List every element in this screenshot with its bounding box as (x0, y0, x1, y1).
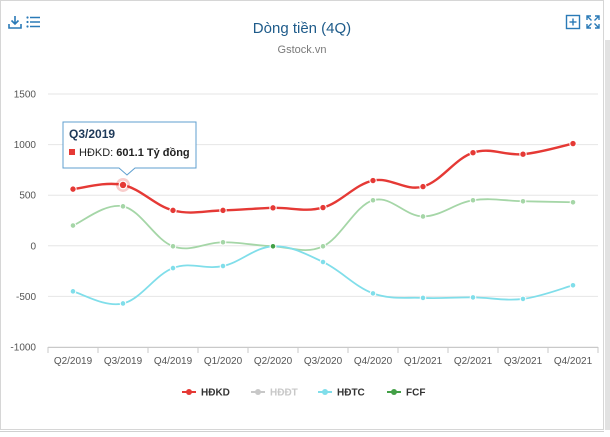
data-point-HĐĐT (369, 196, 377, 204)
legend-item-HĐĐT[interactable]: HĐĐT (270, 388, 298, 399)
y-tick-label: 1500 (14, 90, 37, 101)
expand-icon[interactable] (585, 14, 601, 32)
chart-subtitle: Gstock.vn (277, 44, 327, 56)
x-tick-label: Q1/2021 (404, 356, 443, 367)
tooltip-title: Q3/2019 (69, 127, 115, 141)
data-point-HĐTC (369, 290, 377, 297)
data-point-HĐĐT (469, 196, 477, 204)
data-point-HĐĐT (219, 238, 227, 246)
data-point-HĐKD (369, 176, 377, 185)
download-icon[interactable] (7, 14, 23, 32)
legend-marker-HĐTC[interactable] (322, 389, 328, 395)
data-point-HĐTC (219, 262, 227, 270)
data-point-HĐĐT (169, 243, 177, 250)
data-point-HĐTC (169, 264, 177, 272)
data-point-HĐKD (69, 185, 77, 193)
chart-panel (0, 0, 604, 430)
hover-point (118, 180, 128, 190)
data-point-HĐKD (269, 204, 277, 212)
data-point-HĐĐT (569, 198, 577, 206)
legend-marker-HĐĐT[interactable] (255, 389, 261, 395)
data-point-HĐĐT (119, 203, 127, 210)
data-point-FCF (269, 243, 277, 250)
list-menu-icon[interactable] (25, 14, 41, 32)
x-tick-label: Q4/2019 (154, 356, 193, 367)
data-point-HĐĐT (319, 243, 327, 250)
x-tick-label: Q3/2021 (504, 356, 543, 367)
data-point-HĐTC (69, 288, 77, 295)
data-point-HĐTC (319, 258, 327, 266)
tooltip-value: 601.1 Tỷ đồng (116, 147, 189, 159)
data-point-HĐKD (319, 203, 327, 212)
x-tick-label: Q3/2020 (304, 356, 343, 367)
x-tick-label: Q2/2021 (454, 356, 493, 367)
data-point-HĐKD (219, 206, 227, 215)
data-point-HĐTC (569, 281, 577, 289)
data-point-HĐTC (469, 294, 477, 301)
legend-item-FCF[interactable]: FCF (406, 388, 425, 399)
divider (0, 431, 604, 432)
data-point-HĐĐT (519, 197, 527, 205)
legend-item-HĐKD[interactable]: HĐKD (201, 388, 230, 399)
scrollbar-edge (605, 40, 610, 430)
tooltip-swatch (69, 149, 75, 155)
data-point-HĐKD (519, 150, 527, 158)
y-tick-label: -500 (16, 292, 36, 303)
legend-marker-HĐKD[interactable] (186, 389, 192, 395)
data-point-HĐKD (569, 139, 577, 148)
y-tick-label: 500 (19, 191, 36, 202)
data-point-HĐTC (519, 295, 527, 303)
data-point-HĐKD (469, 148, 477, 157)
chart-title: Dòng tiền (4Q) (252, 20, 352, 37)
legend-marker-FCF[interactable] (391, 389, 397, 395)
data-point-HĐKD (169, 206, 177, 215)
x-tick-label: Q2/2019 (54, 356, 93, 367)
series-line-HĐTC (72, 245, 574, 306)
tooltip-box (62, 121, 197, 176)
x-tick-label: Q4/2020 (354, 356, 393, 367)
data-point-HĐKD (419, 182, 427, 191)
y-tick-label: -1000 (10, 343, 36, 354)
tooltip-body: HĐKD: 601.1 Tỷ đồng (79, 147, 190, 159)
data-point-HĐTC (119, 300, 127, 307)
data-point-HĐĐT (69, 222, 77, 229)
x-tick-label: Q2/2020 (254, 356, 293, 367)
x-tick-label: Q4/2021 (554, 356, 593, 367)
plus-square-icon[interactable] (565, 14, 581, 32)
x-tick-label: Q1/2020 (204, 356, 243, 367)
data-point-HĐĐT (419, 213, 427, 220)
legend-item-HĐTC[interactable]: HĐTC (337, 388, 365, 399)
y-tick-label: 0 (30, 241, 36, 252)
data-point-HĐTC (419, 294, 427, 302)
x-tick-label: Q3/2019 (104, 356, 143, 367)
y-tick-label: 1000 (14, 140, 37, 151)
tooltip-series-name: HĐKD: (79, 147, 116, 159)
